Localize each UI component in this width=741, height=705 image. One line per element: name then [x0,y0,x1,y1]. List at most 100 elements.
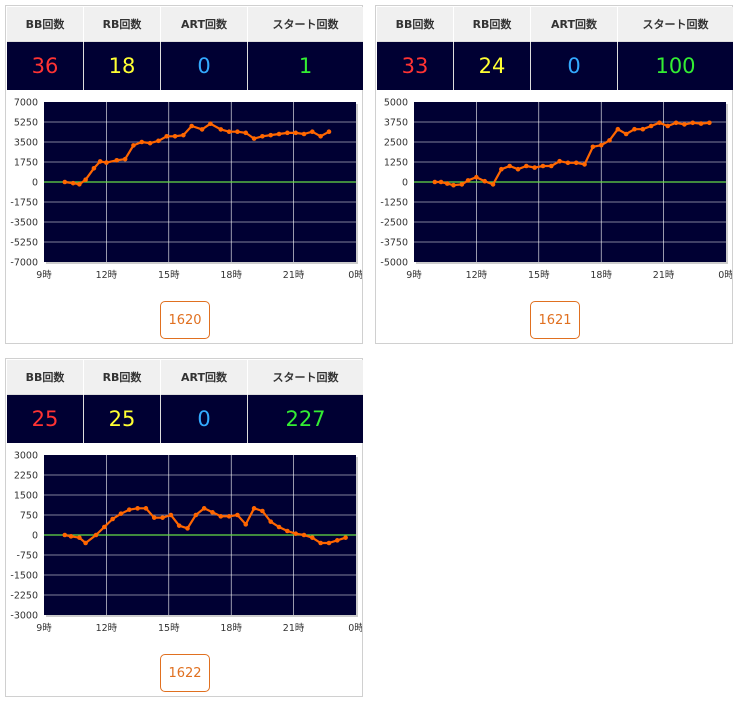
value-art: 0 [160,41,248,90]
header-rb: RB回数 [83,360,161,395]
data-point [172,133,178,139]
x-tick-label: 18時 [220,623,242,634]
header-art: ART回数 [160,7,248,42]
data-point [189,123,194,129]
data-point [135,506,140,511]
y-tick-label: -2250 [10,591,38,602]
data-point [524,163,529,169]
header-rb: RB回数 [83,7,161,42]
data-point [118,511,124,516]
y-tick-label: 7000 [14,98,38,109]
y-tick-label: 0 [32,531,38,542]
x-tick-label: 18時 [220,270,242,281]
data-point [532,165,537,170]
machine-card-1621: BB回数 RB回数 ART回数 スタート回数 33 24 0 100 5000 3… [375,5,733,344]
data-point [582,162,587,167]
data-point [201,506,207,511]
y-tick-label: -5000 [380,258,408,269]
y-tick-label: -7000 [10,258,38,269]
header-art: ART回数 [160,360,248,395]
y-tick-label: -5250 [10,238,38,249]
data-point [499,166,504,172]
data-point [432,179,438,185]
data-point [77,535,82,540]
y-tick-label: 3500 [14,138,38,149]
y-tick-label: -1500 [10,571,38,582]
data-point [343,535,348,540]
machine-number-button[interactable]: 1620 [160,301,210,339]
y-tick-label: -3750 [380,238,408,249]
value-start: 227 [247,394,363,443]
data-point [607,138,612,143]
data-point [648,123,654,129]
data-point [459,182,465,187]
data-point [310,535,315,540]
data-point [176,523,182,528]
value-start: 1 [247,41,363,90]
y-tick-label: -2500 [380,218,408,229]
data-point [70,180,76,186]
y-tick-label: 2500 [384,138,408,149]
data-point [490,182,496,187]
data-point [318,540,323,546]
data-point [93,532,99,538]
data-point [548,163,554,169]
data-point [438,179,444,185]
data-point [682,122,687,127]
header-bb: BB回数 [7,7,84,42]
data-point [102,524,107,530]
data-point [104,160,109,165]
data-point [168,512,174,518]
data-point [260,133,265,139]
data-point [451,182,456,188]
data-point [226,129,232,135]
data-point [474,174,479,180]
data-point [91,165,97,171]
data-point [698,121,704,126]
data-point [557,158,562,164]
y-tick-label: 2250 [14,471,38,482]
data-point [68,534,74,539]
data-point [310,129,315,135]
data-point [218,127,224,132]
data-point [62,532,68,538]
data-point [139,139,145,145]
y-tick-label: 3750 [384,118,408,129]
y-tick-label: -1250 [380,198,408,209]
header-start: スタート回数 [247,7,363,42]
data-point [293,531,298,536]
data-point [110,516,115,522]
header-art: ART回数 [530,7,618,42]
data-point [285,130,290,136]
x-tick-label: 0時 [718,270,732,281]
data-point [268,519,274,524]
header-start: スタート回数 [617,7,733,42]
data-point [131,143,136,148]
data-point [540,163,546,169]
data-point [326,540,332,546]
data-point [301,532,307,538]
data-point [126,507,132,512]
machine-number-button[interactable]: 1622 [160,654,210,692]
data-point [318,133,323,139]
x-tick-label: 12時 [466,270,488,281]
header-bb: BB回数 [7,360,84,395]
data-point [632,126,637,132]
x-tick-label: 12時 [96,270,118,281]
y-tick-label: -3500 [10,218,38,229]
x-tick-label: 21時 [283,270,305,281]
y-tick-label: 0 [32,178,38,189]
data-point [515,166,521,172]
machine-number-button[interactable]: 1621 [530,301,580,339]
data-point [260,508,265,514]
data-point [665,123,671,129]
value-start: 100 [617,41,733,90]
data-point [326,129,332,135]
machine-card-1622: BB回数 RB回数 ART回数 スタート回数 25 25 0 227 3000 2… [5,358,363,697]
stats-table: BB回数 RB回数 ART回数 スタート回数 36 18 0 1 [7,7,363,90]
data-point [83,177,88,183]
data-point [276,131,282,137]
x-tick-label: 0時 [348,623,362,634]
data-point [193,512,199,518]
